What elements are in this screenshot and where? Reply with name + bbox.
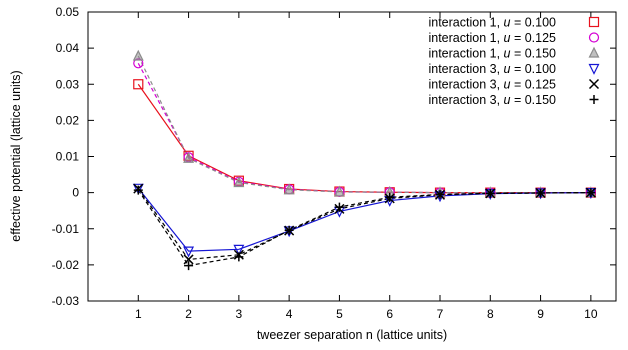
legend-marker-6 (589, 95, 599, 104)
series-6-point (536, 188, 546, 198)
y-tick-label: -0.02 (52, 258, 80, 272)
series-6-point (184, 261, 194, 271)
series-3-point (183, 151, 195, 163)
legend-marker-5 (588, 78, 600, 90)
x-tick-label: 4 (286, 307, 293, 321)
series-3-point (333, 185, 345, 197)
legend-label: interaction 1, u = 0.125 (428, 31, 556, 45)
legend-label: interaction 1, u = 0.100 (428, 16, 556, 30)
series-6-point (586, 188, 596, 198)
x-axis: 1 2 3 4 5 6 7 8 9 10 (135, 12, 598, 321)
y-tick-label: 0.02 (56, 113, 80, 127)
series-4-point (132, 183, 144, 195)
series-6-point (435, 189, 445, 199)
series-line-5 (137, 188, 591, 261)
series-lines (137, 55, 591, 267)
legend-marker-1 (588, 16, 600, 28)
series-6-point (133, 185, 143, 195)
y-tick-label: 0 (72, 186, 79, 200)
series-3-point (283, 183, 295, 195)
y-tick-label: -0.03 (52, 294, 80, 308)
legend-label: interaction 3, u = 0.125 (428, 78, 556, 92)
y-tick-label: 0.01 (56, 150, 80, 164)
x-tick-label: 5 (336, 307, 343, 321)
x-tick-label: 7 (437, 307, 444, 321)
y-tick-label: 0.05 (56, 5, 80, 19)
series-3-point (132, 49, 144, 61)
x-tick-label: 10 (584, 307, 598, 321)
series-6-point (385, 192, 395, 202)
x-tick-label: 1 (135, 307, 142, 321)
legend-marker-4 (588, 63, 600, 75)
y-axis-label: effective potential (lattice units) (9, 70, 23, 241)
y-axis: -0.03 -0.02 -0.01 0 0.01 0.02 0.03 0.04 0.05 (52, 5, 616, 308)
x-axis-label: tweezer separation n (lattice units) (257, 328, 447, 342)
series-4-point (183, 246, 195, 258)
y-tick-label: 0.04 (56, 41, 80, 55)
series-line-6 (137, 189, 591, 267)
x-tick-label: 3 (236, 307, 243, 321)
legend-label: interaction 3, u = 0.150 (428, 93, 556, 107)
x-tick-label: 6 (386, 307, 393, 321)
series-markers (132, 49, 597, 271)
series-6-point (234, 252, 244, 262)
series-5-point (183, 254, 194, 265)
legend-label: interaction 3, u = 0.100 (428, 62, 556, 76)
legend-marker-3 (588, 46, 600, 58)
series-line-4 (137, 187, 591, 252)
series-4-point (233, 244, 245, 256)
series-3-point (233, 176, 245, 188)
y-tick-label: 0.03 (56, 77, 80, 91)
legend-label: interaction 1, u = 0.150 (428, 47, 556, 61)
y-tick-label: -0.01 (52, 222, 80, 236)
series-6-point (284, 225, 294, 235)
x-tick-label: 2 (185, 307, 192, 321)
series-line-3 (137, 55, 591, 194)
x-tick-label: 8 (487, 307, 494, 321)
x-tick-label: 9 (537, 307, 544, 321)
series-6-point (485, 188, 495, 198)
legend-marker-2 (588, 32, 600, 43)
series-6-point (334, 202, 344, 212)
series-1-point (133, 79, 144, 90)
